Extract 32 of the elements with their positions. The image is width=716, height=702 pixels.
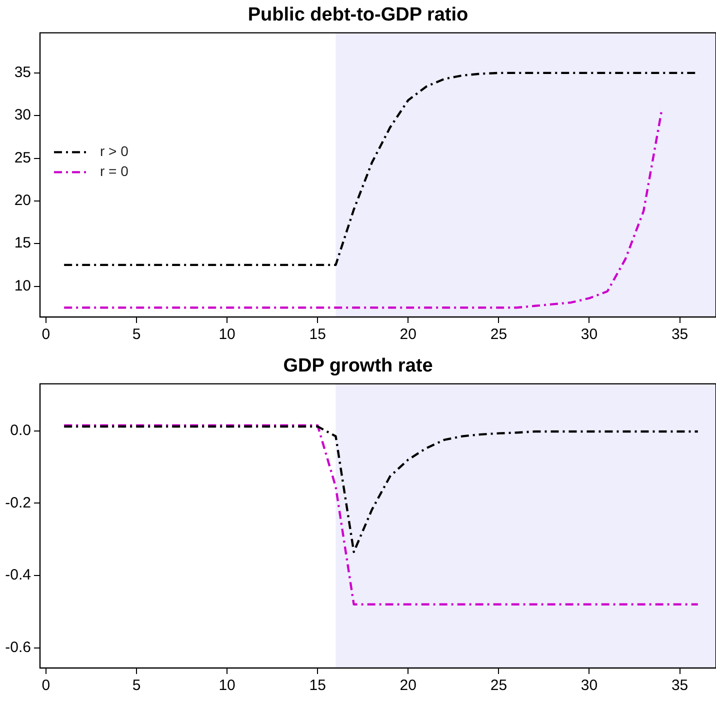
legend-label: r > 0 [100, 143, 129, 160]
chart-title: GDP growth rate [283, 356, 433, 377]
y-tick-label: -0.2 [5, 494, 31, 512]
x-tick-label: 15 [309, 326, 326, 344]
x-tick-label: 35 [671, 677, 688, 694]
x-tick-label: 20 [400, 677, 416, 694]
y-tick-label: -0.4 [5, 566, 31, 584]
y-tick-label: -0.6 [5, 638, 31, 656]
x-tick-label: 10 [218, 326, 236, 344]
line-series [62, 425, 699, 554]
legend-label: r = 0 [100, 163, 129, 180]
x-tick-label: 15 [309, 677, 326, 694]
x-tick-label: 5 [132, 326, 141, 344]
x-tick-label: 5 [132, 677, 141, 694]
y-tick-label: 0.0 [10, 422, 31, 439]
x-tick-label: 35 [671, 326, 688, 344]
y-tick-label: 35 [14, 64, 31, 82]
y-tick-label: 10 [14, 277, 31, 294]
x-tick-label: 25 [490, 677, 508, 694]
x-tick-label: 10 [218, 677, 236, 694]
line-series [62, 109, 663, 309]
x-tick-label: 0 [42, 326, 50, 344]
y-tick-label: 20 [14, 192, 31, 210]
chart-title: Public debt-to-GDP ratio [248, 4, 468, 26]
y-tick-label: 30 [14, 106, 31, 124]
x-tick-label: 30 [580, 677, 598, 694]
x-tick-label: 0 [42, 677, 50, 694]
y-tick-label: 15 [14, 234, 31, 252]
x-tick-label: 30 [580, 326, 598, 344]
y-tick-label: 25 [14, 149, 31, 166]
x-tick-label: 20 [400, 326, 416, 344]
x-tick-label: 25 [490, 326, 508, 344]
